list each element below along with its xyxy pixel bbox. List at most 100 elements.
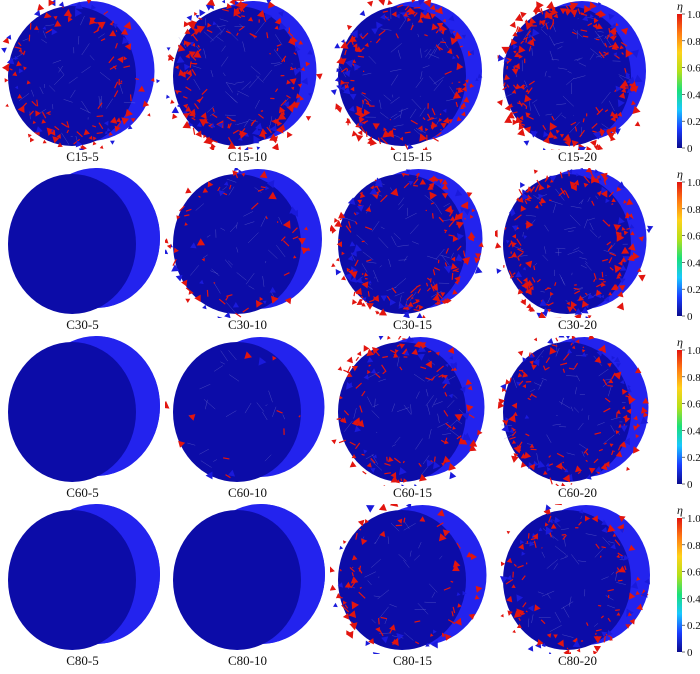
crack-line	[396, 4, 404, 8]
crack-line	[290, 66, 294, 71]
crack-line	[362, 99, 364, 105]
crack-line	[517, 252, 524, 258]
fragment	[359, 299, 364, 303]
crack-line	[227, 123, 230, 129]
mesh-line	[229, 224, 237, 233]
fragment	[343, 540, 347, 544]
fragment	[109, 30, 117, 37]
fragment	[86, 0, 92, 4]
crack-line	[583, 448, 589, 454]
fragment	[354, 46, 359, 52]
fragment	[184, 28, 191, 34]
fragment	[566, 301, 570, 306]
crack-line	[198, 195, 201, 198]
fragment	[526, 186, 533, 192]
fragment	[595, 143, 600, 147]
fragment	[465, 379, 472, 385]
fragment	[534, 604, 541, 612]
fragment	[497, 54, 505, 62]
fragment	[457, 603, 462, 608]
fragment	[442, 529, 451, 537]
crack-line	[186, 74, 193, 81]
fragment	[463, 208, 471, 216]
fragment	[120, 28, 129, 35]
fragment	[601, 526, 608, 533]
crack-line	[228, 123, 232, 129]
crack-line	[266, 32, 269, 39]
fragment	[351, 59, 357, 63]
fragment	[344, 272, 353, 282]
mesh-line	[403, 632, 414, 641]
crack-line	[615, 609, 620, 611]
mesh-line	[391, 403, 395, 412]
specimen-render	[166, 0, 323, 150]
mesh-line	[589, 53, 595, 60]
fragment	[495, 242, 502, 249]
mesh-line	[344, 420, 353, 432]
crack-line	[183, 95, 188, 99]
fragment	[545, 526, 554, 535]
fragment	[575, 339, 580, 344]
fragment	[508, 414, 516, 423]
mesh-line	[216, 36, 224, 42]
fragment	[442, 179, 448, 185]
fragment	[564, 468, 569, 473]
crack-line	[349, 441, 356, 446]
fragment	[508, 207, 516, 214]
crack-line	[560, 187, 566, 195]
fragment	[343, 600, 347, 605]
fragment	[454, 280, 459, 285]
crack-line	[184, 214, 190, 217]
fragment	[48, 0, 55, 7]
fragment	[203, 136, 212, 145]
fragment	[591, 175, 598, 184]
fragment	[574, 313, 582, 318]
crack-line	[593, 278, 596, 283]
fragment	[357, 130, 363, 136]
fragment	[403, 12, 408, 17]
mesh-line	[562, 606, 570, 618]
colorbar-tick-label: 0.8	[687, 36, 700, 48]
mesh-line	[203, 31, 214, 41]
crack-line	[542, 124, 547, 131]
fragment	[592, 131, 602, 140]
crack-line	[363, 120, 367, 125]
crack-line	[456, 435, 462, 440]
mesh-line	[534, 263, 537, 266]
fragment	[34, 9, 41, 17]
fragment	[440, 292, 446, 297]
crack-line	[425, 209, 428, 212]
crack-line	[573, 287, 580, 290]
mesh-line	[566, 375, 578, 377]
fragment	[423, 12, 432, 20]
fragment	[346, 630, 354, 639]
mesh-line	[398, 295, 402, 307]
mesh-line	[544, 246, 547, 254]
fragment	[529, 353, 534, 358]
fragment	[63, 9, 72, 17]
fragment	[610, 283, 618, 291]
fragment	[617, 291, 624, 298]
fragment	[513, 50, 517, 54]
fragment	[435, 351, 440, 356]
crack-line	[520, 40, 525, 45]
mesh-line	[260, 215, 267, 227]
fragment	[367, 0, 374, 7]
mesh-line	[419, 107, 426, 117]
fragment	[383, 127, 387, 132]
mesh-line	[244, 221, 255, 225]
fragment	[305, 116, 312, 121]
mesh-line	[397, 244, 409, 247]
mesh-line	[380, 28, 392, 31]
specimen-render	[8, 168, 160, 314]
mesh-line	[391, 74, 399, 86]
fragment	[227, 141, 237, 149]
crack-line	[519, 122, 526, 126]
crack-line	[235, 312, 242, 318]
crack-line	[433, 267, 441, 271]
fragment	[452, 564, 460, 572]
crack-line	[226, 294, 233, 297]
fragment	[125, 108, 133, 117]
fragment	[537, 460, 546, 469]
mesh-line	[557, 67, 568, 70]
